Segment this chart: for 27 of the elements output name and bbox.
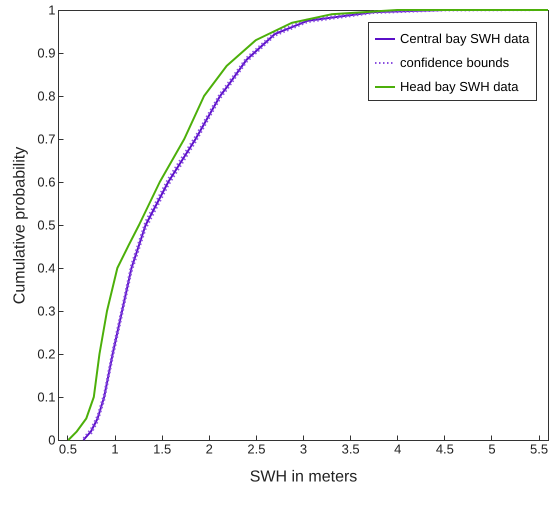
y-tick-label: 0.8 [37,88,56,104]
legend-label: confidence bounds [400,55,510,70]
x-axis-title: SWH in meters [250,468,358,486]
y-tick-label: 0.1 [37,390,56,404]
x-tick-label: 3 [300,442,308,456]
y-tick-label: 0.3 [37,304,56,318]
y-tick-label: 0.2 [37,346,56,362]
x-tick-label: 0.5 [58,442,77,456]
x-tick-label: 1.5 [153,442,172,456]
legend-label: Central bay SWH data [400,31,530,46]
y-tick-label: 0.7 [37,132,56,146]
x-tick-label: 5.5 [530,442,548,456]
x-tick-label: 4 [394,442,402,456]
y-axis-title: Cumulative probability [11,146,28,304]
x-tick-label: 3.5 [342,442,360,456]
y-tick-label: 1 [48,2,56,18]
y-tick-label: 0 [48,432,56,448]
x-tick-label: 2 [206,442,213,456]
x-tick-label: 1 [111,442,119,456]
x-tick-label: 5 [488,442,496,456]
x-tick-label: 4.5 [436,442,454,456]
y-tick-label: 0.9 [37,46,56,60]
y-tick-label: 0.5 [37,218,56,232]
legend-label: Head bay SWH data [400,79,520,94]
y-tick-label: 0.6 [37,174,56,190]
x-tick-label: 2.5 [247,442,266,456]
y-tick-label: 0.4 [37,260,56,276]
